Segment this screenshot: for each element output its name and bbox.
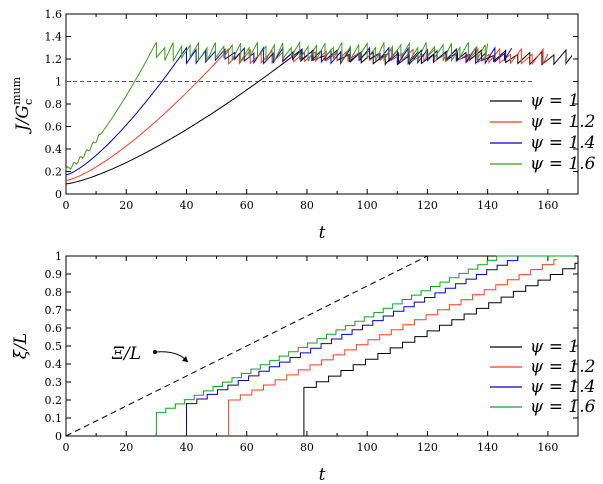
y-tick-label: 0.3 xyxy=(45,376,63,389)
series-line-3 xyxy=(65,46,513,176)
y-tick-label: 0.5 xyxy=(45,340,63,353)
legend-label-3: ψ = 1.4 xyxy=(530,377,595,397)
y-tick-label: 0.2 xyxy=(45,394,63,407)
x-axis-label: t xyxy=(319,223,326,243)
x-tick-label: 120 xyxy=(417,199,438,212)
annotation-arrowhead xyxy=(182,356,188,362)
x-axis-label: t xyxy=(319,465,326,484)
x-tick-label: 20 xyxy=(119,441,133,454)
series-line-4 xyxy=(65,40,489,171)
x-tick-label: 80 xyxy=(300,199,314,212)
y-tick-label: 0.9 xyxy=(45,268,63,281)
plot-frame xyxy=(65,255,579,437)
y-tick-label: 0.6 xyxy=(45,121,63,134)
x-tick-label: 140 xyxy=(477,199,498,212)
y-tick-label: 0.2 xyxy=(45,166,63,179)
y-tick-label: 0.8 xyxy=(45,286,63,299)
x-tick-label: 0 xyxy=(63,199,70,212)
legend-label-2: ψ = 1.2 xyxy=(530,112,595,132)
series-step-3 xyxy=(186,255,575,436)
series-line-1 xyxy=(65,48,573,185)
y-tick-label: 0.1 xyxy=(45,412,63,425)
x-tick-label: 60 xyxy=(240,199,254,212)
y-tick-label: 0 xyxy=(55,430,62,443)
reference-line xyxy=(65,255,428,437)
y-tick-label: 0.7 xyxy=(45,304,63,317)
y-axis-label: ξ/L xyxy=(11,333,31,359)
y-tick-label: 0.4 xyxy=(45,358,63,371)
legend-label-4: ψ = 1.6 xyxy=(530,154,596,174)
annotation-label: Ξ/L xyxy=(111,344,141,364)
y-tick-label: 1 xyxy=(55,76,62,89)
x-tick-label: 140 xyxy=(477,441,498,454)
x-tick-label: 80 xyxy=(300,441,314,454)
y-tick-label: 0.8 xyxy=(45,98,63,111)
x-tick-label: 40 xyxy=(179,441,193,454)
x-tick-label: 40 xyxy=(179,199,193,212)
y-tick-label: 1 xyxy=(55,250,62,263)
x-tick-label: 20 xyxy=(119,199,133,212)
y-tick-label: 1.6 xyxy=(45,8,63,21)
legend-label-3: ψ = 1.4 xyxy=(530,133,595,153)
y-tick-label: 1.4 xyxy=(45,31,63,44)
y-tick-label: 0.4 xyxy=(45,143,63,156)
x-tick-label: 100 xyxy=(357,199,378,212)
series-line-2 xyxy=(65,47,549,181)
x-tick-label: 120 xyxy=(417,441,438,454)
y-tick-label: 0 xyxy=(55,188,62,201)
legend-label-2: ψ = 1.2 xyxy=(530,357,595,377)
x-tick-label: 0 xyxy=(63,441,70,454)
bottom-panel: 0 20 40 60 80 100 120 140 160 0 0.1 0.2 0.3 0.4 0.5 0.6… xyxy=(11,250,596,484)
x-tick-label: 100 xyxy=(357,441,378,454)
legend-label-1: ψ = 1 xyxy=(530,337,579,357)
y-tick-label: 1.2 xyxy=(45,53,63,66)
y-axis-label: J/Gcmum xyxy=(10,76,35,134)
series-step-1 xyxy=(303,262,578,436)
top-panel: 0 20 40 60 80 100 120 140 160 0 0.2 0.4 0.6 0.8 1 1.2 1.… xyxy=(10,8,596,243)
legend-label-4: ψ = 1.6 xyxy=(530,397,596,417)
plot-frame xyxy=(65,13,579,195)
x-tick-label: 160 xyxy=(537,441,558,454)
legend-label-1: ψ = 1 xyxy=(530,91,579,111)
x-tick-label: 60 xyxy=(240,441,254,454)
y-tick-label: 0.6 xyxy=(45,322,63,335)
series-step-4 xyxy=(155,255,575,436)
series-step-2 xyxy=(228,259,557,436)
x-tick-label: 160 xyxy=(537,199,558,212)
